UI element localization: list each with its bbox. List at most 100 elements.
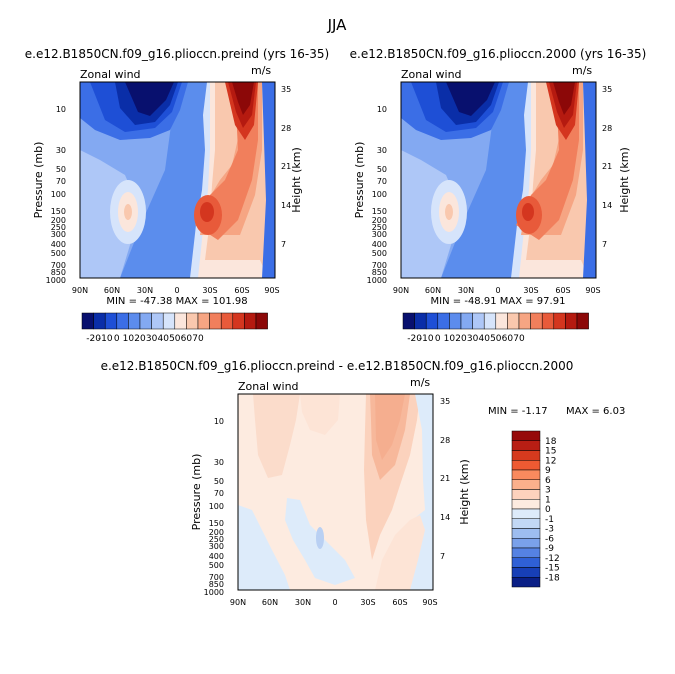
svg-text:400: 400	[51, 240, 66, 249]
contour-field	[401, 82, 596, 278]
svg-text:60S: 60S	[234, 286, 249, 295]
colorbar-tick-label: 20	[455, 334, 467, 344]
y-axis-label-right: Height (km)	[458, 459, 471, 525]
colorbar-2000: -20-10 0 10 20 30 40 50 60 70	[402, 312, 589, 344]
y-tick-labels-left: 10 30 50 70 100 150 200 250 300 400 500 …	[204, 417, 224, 597]
colorbar-swatch	[511, 518, 541, 529]
colorbar-swatch	[511, 567, 541, 578]
colorbar-tick-label: -18	[545, 573, 560, 583]
svg-text:250: 250	[51, 223, 66, 232]
svg-text:7: 7	[281, 240, 286, 249]
colorbar-swatch	[511, 508, 541, 519]
colorbar-tick-label: 0	[114, 334, 120, 344]
panel-2000: e.e12.B1850CN.f09_g16.plioccn.2000 (yrs …	[350, 47, 647, 307]
panel-title: e.e12.B1850CN.f09_g16.plioccn.preind - e…	[101, 359, 574, 373]
colorbar-tick-label: 0	[545, 505, 551, 515]
colorbar-swatch	[507, 312, 520, 330]
colorbar-swatch	[495, 312, 508, 330]
svg-text:300: 300	[209, 542, 224, 551]
panel-difference: e.e12.B1850CN.f09_g16.plioccn.preind - e…	[101, 359, 626, 607]
colorbar-swatch	[139, 312, 152, 330]
colorbar-swatch	[162, 312, 176, 330]
colorbar-swatch	[511, 460, 541, 471]
x-tick-labels: 90N 60N 30N 0 30S 60S 90S	[393, 286, 601, 295]
svg-text:300: 300	[372, 230, 387, 239]
svg-text:50: 50	[214, 477, 224, 486]
colorbar-tick-label: 40	[157, 334, 169, 344]
svg-text:90N: 90N	[230, 598, 246, 607]
min-max-label: MIN = -47.38 MAX = 101.98	[106, 296, 247, 307]
x-tick-labels: 90N 60N 30N 0 30S 60S 90S	[72, 286, 280, 295]
colorbar-swatch	[511, 450, 541, 461]
svg-text:400: 400	[209, 552, 224, 561]
svg-text:1000: 1000	[204, 588, 224, 597]
colorbar-swatch	[255, 312, 268, 330]
colorbar-swatch	[402, 312, 415, 330]
svg-text:150: 150	[372, 207, 387, 216]
svg-text:700: 700	[372, 261, 387, 270]
colorbar-tick-label: 15	[545, 447, 556, 457]
svg-text:250: 250	[209, 535, 224, 544]
svg-text:7: 7	[440, 552, 445, 561]
plot-frame	[79, 81, 276, 279]
colorbar-swatch	[541, 312, 555, 330]
svg-text:850: 850	[209, 580, 224, 589]
svg-text:200: 200	[209, 528, 224, 537]
colorbar-tick-label: -20	[86, 334, 101, 344]
svg-text:28: 28	[602, 124, 612, 133]
svg-text:70: 70	[56, 177, 66, 186]
colorbar-tick-label: -20	[407, 334, 422, 344]
svg-text:60N: 60N	[104, 286, 120, 295]
colorbar-swatch	[93, 312, 106, 330]
svg-text:850: 850	[51, 268, 66, 277]
svg-text:0: 0	[332, 598, 337, 607]
figure-title: JJA	[327, 16, 348, 34]
plot-frame	[237, 393, 434, 591]
colorbar-tick-label: 1	[545, 495, 551, 505]
svg-text:500: 500	[51, 249, 66, 258]
y-axis-label-right: Height (km)	[618, 147, 631, 213]
y-axis-label-right: Height (km)	[290, 147, 303, 213]
colorbar-swatch	[511, 499, 541, 510]
colorbar-tick-label: -3	[545, 525, 554, 535]
colorbar-swatch	[186, 312, 199, 330]
svg-text:90S: 90S	[264, 286, 279, 295]
colorbar-swatch	[174, 312, 187, 330]
svg-text:500: 500	[209, 561, 224, 570]
svg-text:14: 14	[602, 201, 612, 210]
colorbar-tick-label: 50	[490, 334, 502, 344]
colorbar-swatch	[511, 577, 541, 588]
colorbar-swatch	[511, 557, 541, 568]
colorbar-tick-label: -1	[545, 515, 554, 525]
colorbar-swatch	[460, 312, 473, 330]
svg-text:250: 250	[372, 223, 387, 232]
svg-text:700: 700	[209, 573, 224, 582]
colorbar-tick-label: -15	[545, 564, 560, 574]
colorbar-swatch	[151, 312, 164, 330]
min-label: MIN = -1.17	[488, 406, 548, 417]
colorbar-swatch	[472, 312, 485, 330]
svg-text:30N: 30N	[295, 598, 311, 607]
svg-text:70: 70	[377, 177, 387, 186]
colorbar-tick-label: -9	[545, 544, 554, 554]
colorbar-tick-label: 50	[169, 334, 181, 344]
colorbar-swatch	[437, 312, 450, 330]
svg-text:30S: 30S	[523, 286, 538, 295]
colorbar-tick-label: 10	[444, 334, 456, 344]
contour-field	[80, 82, 275, 278]
colorbar-swatch	[518, 312, 531, 330]
colorbar-tick-label: 30	[467, 334, 479, 344]
svg-text:400: 400	[372, 240, 387, 249]
svg-text:100: 100	[51, 190, 66, 199]
y-tick-labels-right: 35 28 21 14 7	[602, 85, 612, 249]
y-axis-label-left: Pressure (mb)	[190, 454, 203, 531]
svg-text:1000: 1000	[367, 276, 387, 285]
svg-text:10: 10	[377, 105, 387, 114]
svg-text:35: 35	[440, 397, 450, 406]
svg-text:500: 500	[372, 249, 387, 258]
y-tick-labels-left: 10 30 50 70 100 150 200 250 300 400 500 …	[46, 105, 66, 285]
plot-frame	[400, 81, 597, 279]
colorbar-tick-label: -10	[419, 334, 434, 344]
